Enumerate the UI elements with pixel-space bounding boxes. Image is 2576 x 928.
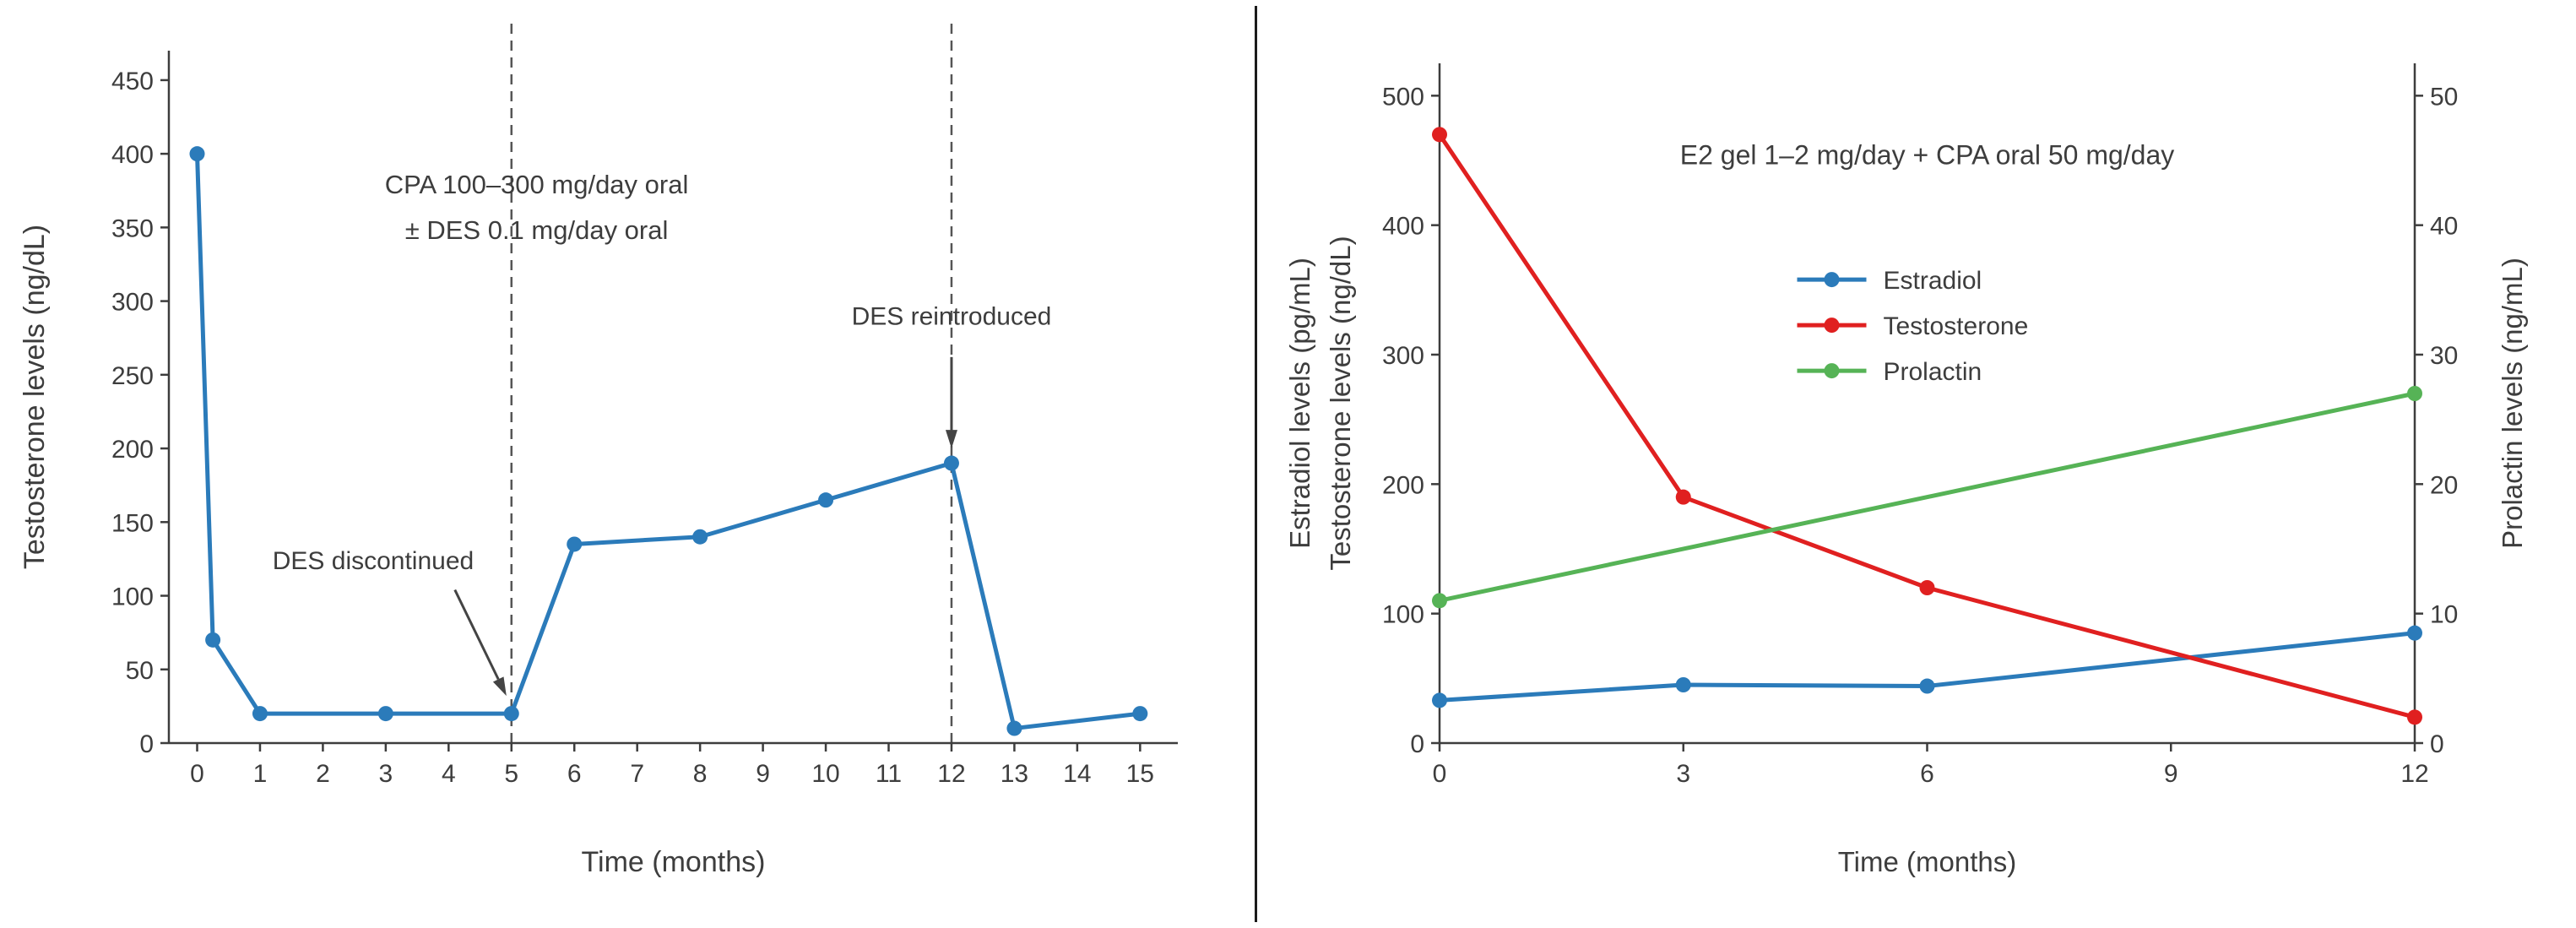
y-tick-label: 400 xyxy=(1382,213,1424,241)
x-tick-label: 1 xyxy=(253,760,268,788)
series-line-prolactin xyxy=(1437,391,2417,603)
y-axis-title: Estradiol levels (pg/mL) xyxy=(1284,258,1315,549)
x-tick-label: 12 xyxy=(2400,760,2428,788)
x-tick-label: 10 xyxy=(811,760,839,788)
y-tick-label: 0 xyxy=(139,730,154,758)
data-point-testosterone xyxy=(1432,127,1447,143)
annotation-text: DES discontinued xyxy=(273,547,474,575)
y-tick-label: 200 xyxy=(1382,471,1424,499)
y2-tick-label: 10 xyxy=(2430,601,2458,629)
data-point-testosterone xyxy=(567,536,583,552)
x-axis-title: Time (months) xyxy=(582,846,766,878)
data-point-testosterone xyxy=(692,529,708,545)
x-tick-label: 3 xyxy=(1676,760,1690,788)
data-point-testosterone xyxy=(252,706,268,722)
legend-label: Testosterone xyxy=(1884,312,2029,340)
x-tick-label: 14 xyxy=(1063,760,1091,788)
legend-label: Estradiol xyxy=(1884,267,1982,295)
series-line-estradiol xyxy=(1437,631,2417,703)
data-point-estradiol xyxy=(1675,677,1691,692)
y-tick-label: 350 xyxy=(111,214,154,242)
annotation-text: DES reintroduced xyxy=(852,303,1052,331)
legend-label: Prolactin xyxy=(1884,358,1982,386)
x-tick-label: 6 xyxy=(567,760,582,788)
y-tick-label: 300 xyxy=(1382,342,1424,370)
x-tick-label: 8 xyxy=(693,760,708,788)
e2-cpa-hormones-chart: 0 3 6 9 12 0 100 200 300 400 500 0 10 20 30 40 50 E2 gel … xyxy=(1262,0,2576,928)
panel-divider xyxy=(1250,0,1262,928)
y-axis-title: Testosterone levels (ng/dL) xyxy=(1325,236,1356,570)
y-tick-label: 500 xyxy=(1382,83,1424,111)
y2-tick-label: 50 xyxy=(2430,83,2458,111)
y-tick-label: 50 xyxy=(126,657,154,685)
y2-tick-label: 20 xyxy=(2430,471,2458,499)
data-point-testosterone xyxy=(189,146,205,162)
x-tick-label: 11 xyxy=(876,760,902,788)
x-tick-label: 3 xyxy=(379,760,393,788)
data-point-prolactin xyxy=(2407,386,2422,401)
data-point-testosterone xyxy=(503,706,519,722)
x-tick-label: 2 xyxy=(316,760,330,788)
data-point-testosterone xyxy=(205,632,221,648)
x-tick-label: 5 xyxy=(504,760,518,788)
x-tick-label: 6 xyxy=(1920,760,1934,788)
x-tick-label: 9 xyxy=(756,760,770,788)
x-tick-label: 15 xyxy=(1126,760,1154,788)
y-tick-label: 200 xyxy=(111,436,154,464)
y2-tick-label: 0 xyxy=(2430,730,2444,758)
x-tick-label: 7 xyxy=(630,760,644,788)
cpa-des-testosterone-svg: 0 1 2 3 4 5 6 7 8 9 10 11 12 13 14 15050100150200250300… xyxy=(19,24,1178,878)
y-tick-label: 150 xyxy=(111,509,154,537)
x-tick-label: 4 xyxy=(442,760,456,788)
annotation-text: ± DES 0.1 mg/day oral xyxy=(405,215,669,245)
y-tick-label: 250 xyxy=(111,362,154,390)
data-point-prolactin xyxy=(1432,593,1447,609)
y-tick-label: 300 xyxy=(111,289,154,317)
annotation-arrow-head xyxy=(492,676,507,697)
x-tick-label: 0 xyxy=(1433,760,1447,788)
y-tick-label: 100 xyxy=(1382,601,1424,629)
legend-sample-marker xyxy=(1824,363,1840,379)
annotation-arrow-line xyxy=(453,589,500,681)
cpa-des-testosterone-chart: 0 1 2 3 4 5 6 7 8 9 10 11 12 13 14 15 0 50 100 150 200 250 300… xyxy=(0,0,1250,928)
x-tick-label: 0 xyxy=(190,760,204,788)
y2-axis-title: Prolactin levels (ng/mL) xyxy=(2497,258,2528,549)
y-tick-label: 0 xyxy=(1410,730,1424,758)
y-tick-label: 400 xyxy=(111,141,154,169)
annotation-text: E2 gel 1–2 mg/day + CPA oral 50 mg/day xyxy=(1680,140,2175,171)
annotation-arrow-head xyxy=(945,430,957,449)
data-point-estradiol xyxy=(1432,692,1447,708)
data-point-testosterone xyxy=(1132,706,1148,722)
data-point-testosterone xyxy=(2407,709,2422,725)
series-line-testosterone xyxy=(195,151,1142,731)
data-point-testosterone xyxy=(818,492,834,508)
y2-tick-label: 30 xyxy=(2430,342,2458,370)
x-tick-label: 9 xyxy=(2164,760,2178,788)
data-point-testosterone xyxy=(377,706,393,722)
data-point-testosterone xyxy=(1675,489,1691,505)
data-point-testosterone xyxy=(943,455,959,471)
data-point-estradiol xyxy=(2407,625,2422,641)
annotation-text: CPA 100–300 mg/day oral xyxy=(385,170,689,199)
x-axis-title: Time (months) xyxy=(1838,846,2016,877)
data-point-testosterone xyxy=(1919,580,1935,595)
x-tick-label: 12 xyxy=(937,760,965,788)
y2-tick-label: 40 xyxy=(2430,213,2458,241)
divider-line xyxy=(1255,6,1257,922)
data-point-estradiol xyxy=(1919,678,1935,694)
series-line-testosterone xyxy=(1437,132,2417,719)
legend-sample-marker xyxy=(1824,317,1840,334)
data-point-testosterone xyxy=(1006,720,1022,736)
x-tick-label: 13 xyxy=(1001,760,1028,788)
legend-sample-marker xyxy=(1824,272,1840,288)
y-tick-label: 100 xyxy=(111,583,154,611)
y-tick-label: 450 xyxy=(111,68,154,95)
y-axis-title: Testosterone levels (ng/dL) xyxy=(19,225,51,569)
